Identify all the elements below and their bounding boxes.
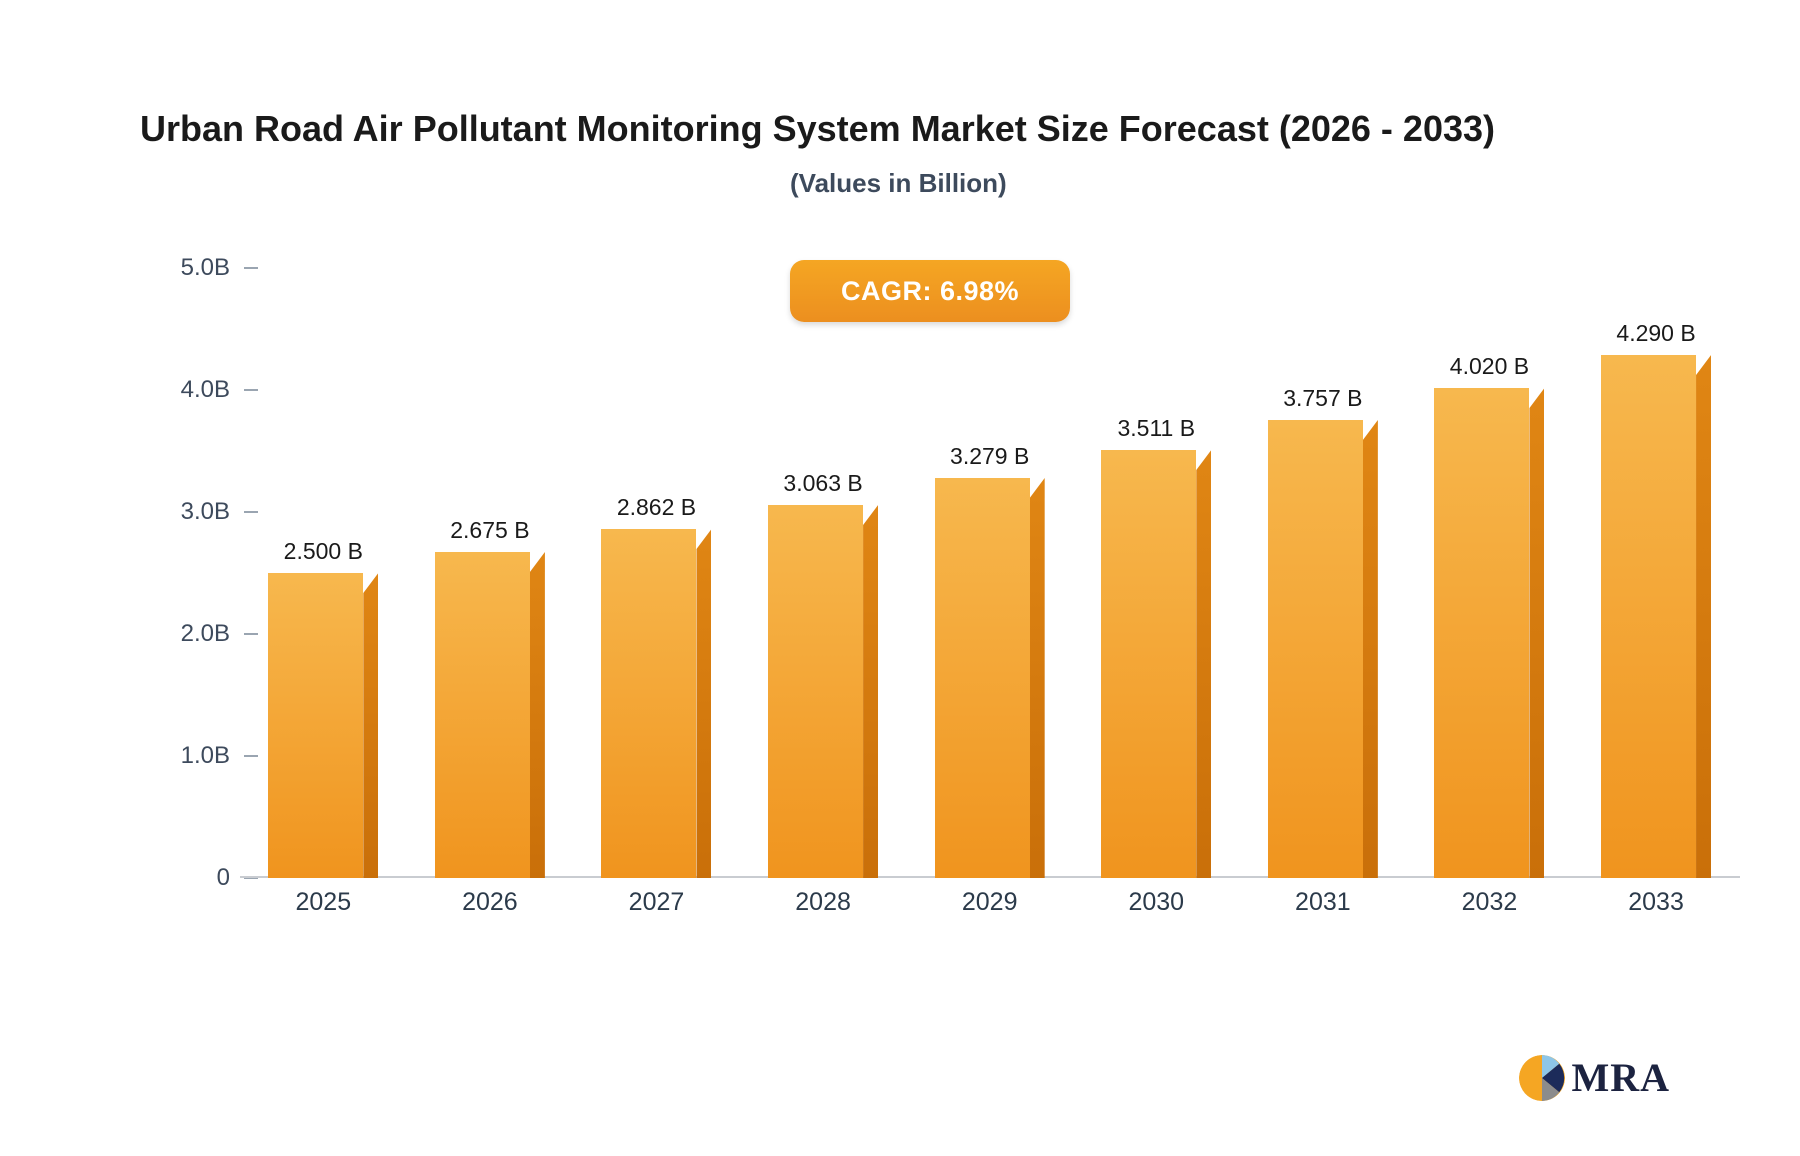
- bar-group-2027: 2.862 B 2027: [573, 268, 740, 878]
- bar-year-2028: 2028: [740, 888, 907, 917]
- bar-year-2029: 2029: [906, 888, 1073, 917]
- logo-pie-icon: [1519, 1055, 1565, 1101]
- bars-row: 2.500 B 2025 2.675 B 2026 2.862 B: [240, 268, 1740, 878]
- bar-2029[interactable]: [935, 478, 1030, 878]
- bar-year-2030: 2030: [1073, 888, 1240, 917]
- bar-2032-side: [1529, 388, 1544, 878]
- bar-value-2028: 3.063 B: [783, 470, 862, 497]
- bar-year-2026: 2026: [407, 888, 574, 917]
- bar-group-2030: 3.511 B 2030: [1073, 268, 1240, 878]
- chart-subtitle: (Values in Billion): [790, 168, 1007, 199]
- bar-value-2025: 2.500 B: [284, 538, 363, 565]
- bar-value-2029: 3.279 B: [950, 443, 1029, 470]
- bar-2030[interactable]: [1101, 450, 1196, 878]
- chart-title: Urban Road Air Pollutant Monitoring Syst…: [140, 108, 1495, 150]
- bar-year-2032: 2032: [1406, 888, 1573, 917]
- bar-2031-side: [1363, 420, 1378, 878]
- y-tick-4: 4.0B: [181, 376, 230, 404]
- bar-2033-side: [1696, 355, 1711, 878]
- bar-2031[interactable]: [1268, 420, 1363, 878]
- bar-value-2030: 3.511 B: [1117, 415, 1195, 442]
- bar-2033[interactable]: [1601, 355, 1696, 878]
- bar-year-2027: 2027: [573, 888, 740, 917]
- bar-2032[interactable]: [1434, 388, 1529, 878]
- bar-group-2026: 2.675 B 2026: [407, 268, 574, 878]
- bar-group-2028: 3.063 B 2028: [740, 268, 907, 878]
- bar-group-2029: 3.279 B 2029: [906, 268, 1073, 878]
- brand-logo: MRA: [1519, 1054, 1670, 1101]
- bar-value-2032: 4.020 B: [1450, 353, 1529, 380]
- bar-group-2031: 3.757 B 2031: [1240, 268, 1407, 878]
- bar-year-2033: 2033: [1573, 888, 1740, 917]
- chart-root: Urban Road Air Pollutant Monitoring Syst…: [0, 0, 1800, 1156]
- bar-2027[interactable]: [601, 529, 696, 878]
- bar-year-2025: 2025: [240, 888, 407, 917]
- bar-2026-side: [530, 552, 545, 878]
- y-tick-1: 1.0B: [181, 742, 230, 770]
- bar-year-2031: 2031: [1240, 888, 1407, 917]
- bar-group-2032: 4.020 B 2032: [1406, 268, 1573, 878]
- bar-value-2026: 2.675 B: [450, 517, 529, 544]
- brand-logo-text: MRA: [1571, 1054, 1670, 1101]
- bar-value-2031: 3.757 B: [1283, 385, 1362, 412]
- bar-2028-side: [863, 505, 878, 878]
- bar-value-2033: 4.290 B: [1616, 320, 1695, 347]
- bar-group-2033: 4.290 B 2033: [1573, 268, 1740, 878]
- bar-2025-side: [363, 573, 378, 878]
- bar-2028[interactable]: [768, 505, 863, 878]
- y-tick-5: 5.0B: [181, 254, 230, 282]
- plot-area: 5.0B 4.0B 3.0B 2.0B 1.0B 0 2.500 B 2025: [140, 268, 1740, 878]
- y-tick-2: 2.0B: [181, 620, 230, 648]
- bar-group-2025: 2.500 B 2025: [240, 268, 407, 878]
- y-tick-0: 0: [217, 864, 230, 892]
- bar-2025[interactable]: [268, 573, 363, 878]
- y-tick-3: 3.0B: [181, 498, 230, 526]
- y-axis: 5.0B 4.0B 3.0B 2.0B 1.0B 0: [140, 268, 240, 878]
- bar-2029-side: [1030, 478, 1045, 878]
- bar-2026[interactable]: [435, 552, 530, 878]
- bar-value-2027: 2.862 B: [617, 494, 696, 521]
- bar-2027-side: [696, 529, 711, 878]
- bar-2030-side: [1196, 450, 1211, 878]
